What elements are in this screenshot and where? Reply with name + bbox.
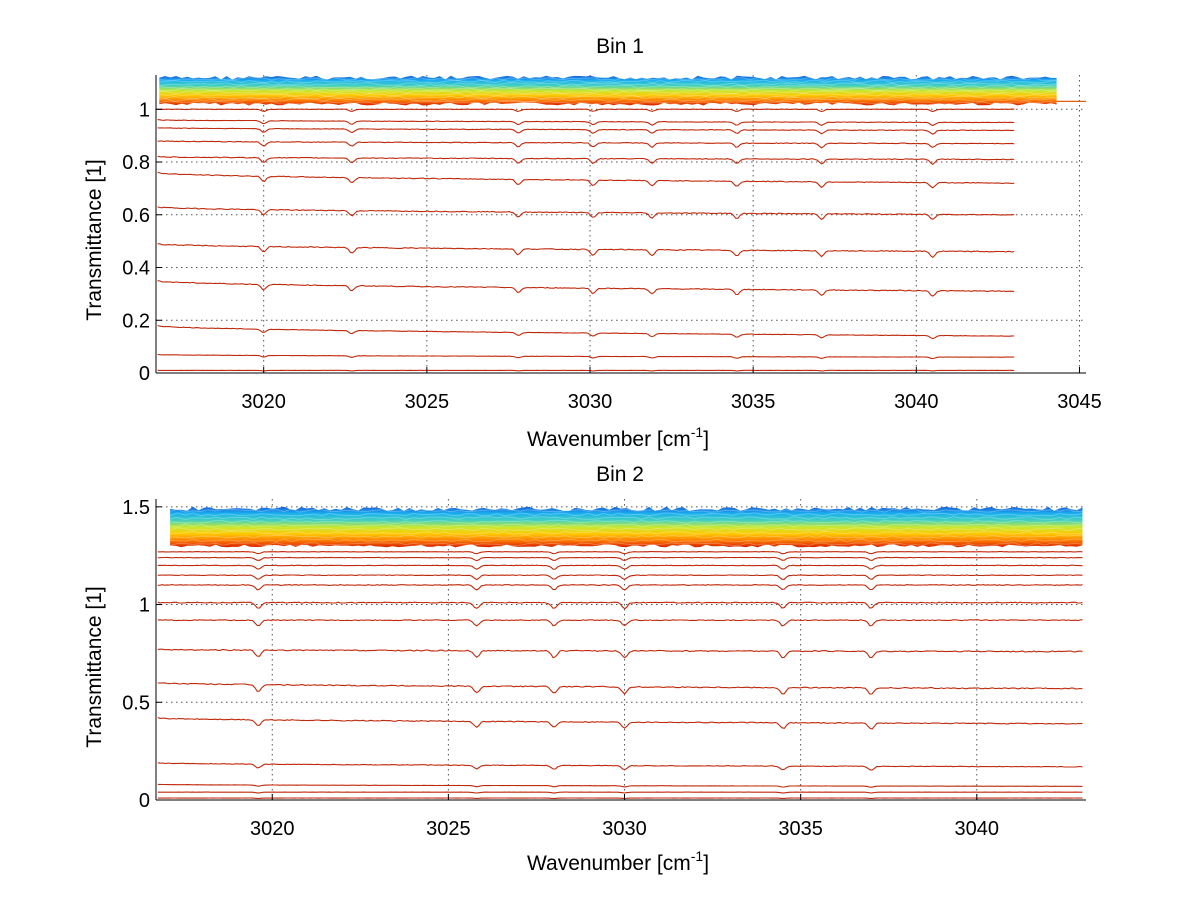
- series-line: [157, 574, 1083, 581]
- y-tick-label: 0.2: [122, 310, 150, 332]
- x-tick-label: 3025: [426, 818, 471, 840]
- band-texture: [170, 538, 1083, 543]
- band-texture: [159, 95, 1057, 100]
- series-line: [157, 324, 1015, 340]
- y-axis-label: Transmittance [1]: [83, 159, 106, 320]
- y-tick-label: 0.5: [122, 692, 150, 714]
- band-texture: [169, 512, 1083, 517]
- x-axis-label: Wavenumber [cm-1]: [527, 424, 709, 451]
- band-texture: [170, 534, 1083, 539]
- chart-title: Bin 2: [596, 463, 644, 486]
- y-axis-label: Transmittance [1]: [83, 586, 106, 747]
- band-texture: [159, 82, 1057, 87]
- series-line: [157, 619, 1083, 627]
- x-tick-label: 3020: [241, 391, 286, 413]
- band-texture: [170, 530, 1083, 535]
- x-tick-label: 3030: [568, 391, 613, 413]
- band-texture: [170, 516, 1083, 521]
- x-axis-label: Wavenumber [cm-1]: [527, 848, 709, 875]
- series-line: [157, 155, 1015, 165]
- spectrum-band: [169, 506, 1083, 548]
- band-texture: [159, 76, 1057, 82]
- series-line: [157, 791, 1083, 794]
- spectrum-band: [159, 75, 1086, 106]
- band-texture: [170, 523, 1083, 528]
- series-line: [157, 564, 1083, 570]
- band-texture: [170, 519, 1083, 524]
- band-texture: [159, 92, 1057, 97]
- series-line: [157, 140, 1015, 149]
- axes: [155, 499, 1086, 801]
- series-line: [157, 108, 1015, 113]
- series-line: [157, 171, 1015, 189]
- series-line: [157, 783, 1083, 788]
- series-line: [157, 584, 1083, 591]
- band-texture: [159, 87, 1057, 92]
- y-tick-label: 1: [139, 595, 150, 617]
- series-line: [157, 243, 1015, 259]
- chart-bin-1: Bin 1 3020 3025 3030 3035 3040 3045 0 0.2 0.4 0.…: [83, 35, 1102, 451]
- band-texture: [159, 100, 1057, 105]
- series-line: [157, 682, 1083, 695]
- spectrum-band-fill: [170, 506, 1083, 548]
- x-tick-label: 3040: [894, 391, 939, 413]
- x-tick-label: 3020: [250, 818, 295, 840]
- series-lines: [157, 108, 1015, 372]
- band-texture: [159, 98, 1057, 103]
- y-tick-labels: 0 0.2 0.4 0.6 0.8 1: [122, 99, 150, 385]
- axes: [155, 75, 1086, 374]
- series-line: [157, 648, 1083, 659]
- series-line: [157, 369, 1015, 372]
- y-tick-label: 0.8: [122, 152, 150, 174]
- series-line: [157, 119, 1015, 127]
- series-line: [157, 716, 1083, 730]
- series-line: [157, 353, 1015, 360]
- x-tick-labels: 3020 3025 3030 3035 3040: [250, 818, 999, 840]
- series-line: [157, 280, 1015, 297]
- x-tick-label: 3025: [405, 391, 450, 413]
- y-tick-label: 1: [139, 99, 150, 121]
- band-texture: [159, 79, 1057, 84]
- series-line: [157, 127, 1015, 135]
- chart-bin-2: Bin 2 3020 3025 3030 3035 3040 0 0.5 1 1.5 Wave…: [83, 463, 1086, 875]
- grid-lines: [156, 75, 1086, 374]
- series-lines: [157, 551, 1083, 799]
- y-tick-labels: 0 0.5 1 1.5: [122, 497, 150, 812]
- spectrum-band-fill: [159, 75, 1057, 106]
- band-texture: [159, 90, 1057, 95]
- y-tick-label: 0.6: [122, 205, 150, 227]
- y-tick-label: 0.4: [122, 258, 150, 280]
- x-tick-label: 3035: [731, 391, 776, 413]
- band-texture: [159, 84, 1057, 89]
- x-tick-label: 3030: [602, 818, 647, 840]
- series-line: [157, 762, 1083, 771]
- band-texture: [169, 527, 1083, 532]
- series-line: [157, 206, 1015, 221]
- band-texture: [169, 508, 1083, 513]
- y-tick-label: 1.5: [122, 497, 150, 519]
- y-tick-label: 0: [139, 363, 150, 385]
- series-line: [157, 601, 1083, 610]
- y-tick-label: 0: [139, 790, 150, 812]
- series-line: [157, 551, 1083, 555]
- chart-title: Bin 1: [596, 35, 644, 58]
- x-tick-labels: 3020 3025 3030 3035 3040 3045: [241, 391, 1101, 413]
- x-tick-label: 3035: [778, 818, 823, 840]
- band-texture: [169, 542, 1083, 547]
- x-tick-label: 3045: [1057, 391, 1102, 413]
- series-line: [157, 556, 1083, 562]
- x-tick-label: 3040: [955, 818, 1000, 840]
